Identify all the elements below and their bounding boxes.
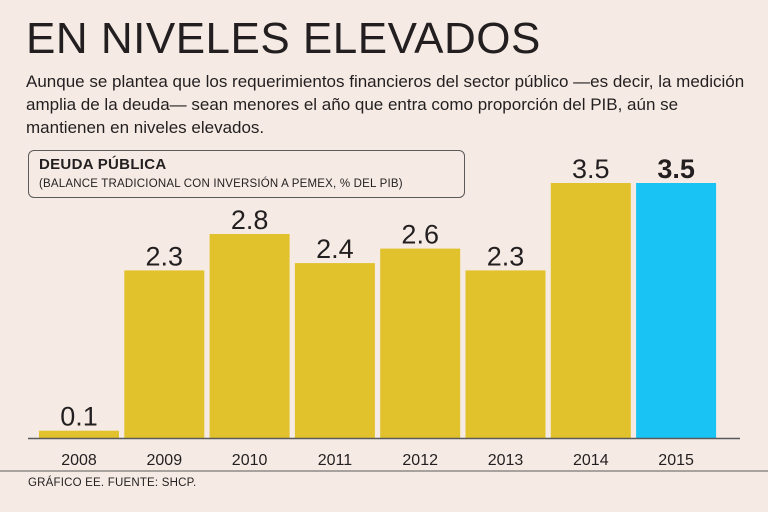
tick-label-2014: 2014 — [573, 452, 609, 469]
bars-group — [39, 183, 717, 438]
value-label-2013: 2.3 — [487, 241, 525, 271]
tick-label-2009: 2009 — [147, 452, 183, 469]
tick-label-2011: 2011 — [318, 452, 353, 469]
page-title: EN NIVELES ELEVADOS — [26, 14, 541, 63]
tick-label-2012: 2012 — [402, 452, 438, 469]
value-label-2011: 2.4 — [316, 234, 354, 264]
chart-subtitle: Aunque se plantea que los requerimientos… — [26, 72, 745, 137]
bar-2014 — [550, 183, 631, 438]
value-label-2015: 3.5 — [657, 154, 695, 184]
value-label-2008: 0.1 — [60, 402, 98, 432]
legend-box: DEUDA PÚBLICA (BALANCE TRADICIONAL CON I… — [28, 150, 465, 198]
legend-title: DEUDA PÚBLICA — [39, 156, 167, 173]
bar-2013 — [465, 270, 546, 438]
value-label-2012: 2.6 — [401, 220, 439, 250]
bar-2011 — [294, 263, 375, 438]
bar-2012 — [380, 248, 461, 438]
value-labels-group: 0.1 2.3 2.8 2.4 2.6 2.3 3.5 3.5 — [60, 154, 695, 432]
value-label-2014: 3.5 — [572, 154, 610, 184]
value-label-2010: 2.8 — [231, 205, 269, 235]
value-label-2009: 2.3 — [146, 241, 184, 271]
tick-label-2010: 2010 — [232, 452, 268, 469]
source-note: GRÁFICO EE. FUENTE: SHCP. — [28, 477, 197, 489]
bar-2010 — [209, 234, 290, 438]
tick-label-2008: 2008 — [61, 452, 97, 469]
tick-label-2015: 2015 — [658, 452, 694, 469]
bar-2008 — [39, 430, 119, 438]
bar-2015 — [636, 183, 717, 438]
tick-label-2013: 2013 — [488, 452, 524, 469]
legend-subtitle: (BALANCE TRADICIONAL CON INVERSIÓN A PEM… — [39, 178, 403, 190]
tick-labels-group: 2008 2009 2010 2011 2012 2013 2014 2015 — [61, 452, 694, 469]
bar-2009 — [124, 270, 205, 438]
